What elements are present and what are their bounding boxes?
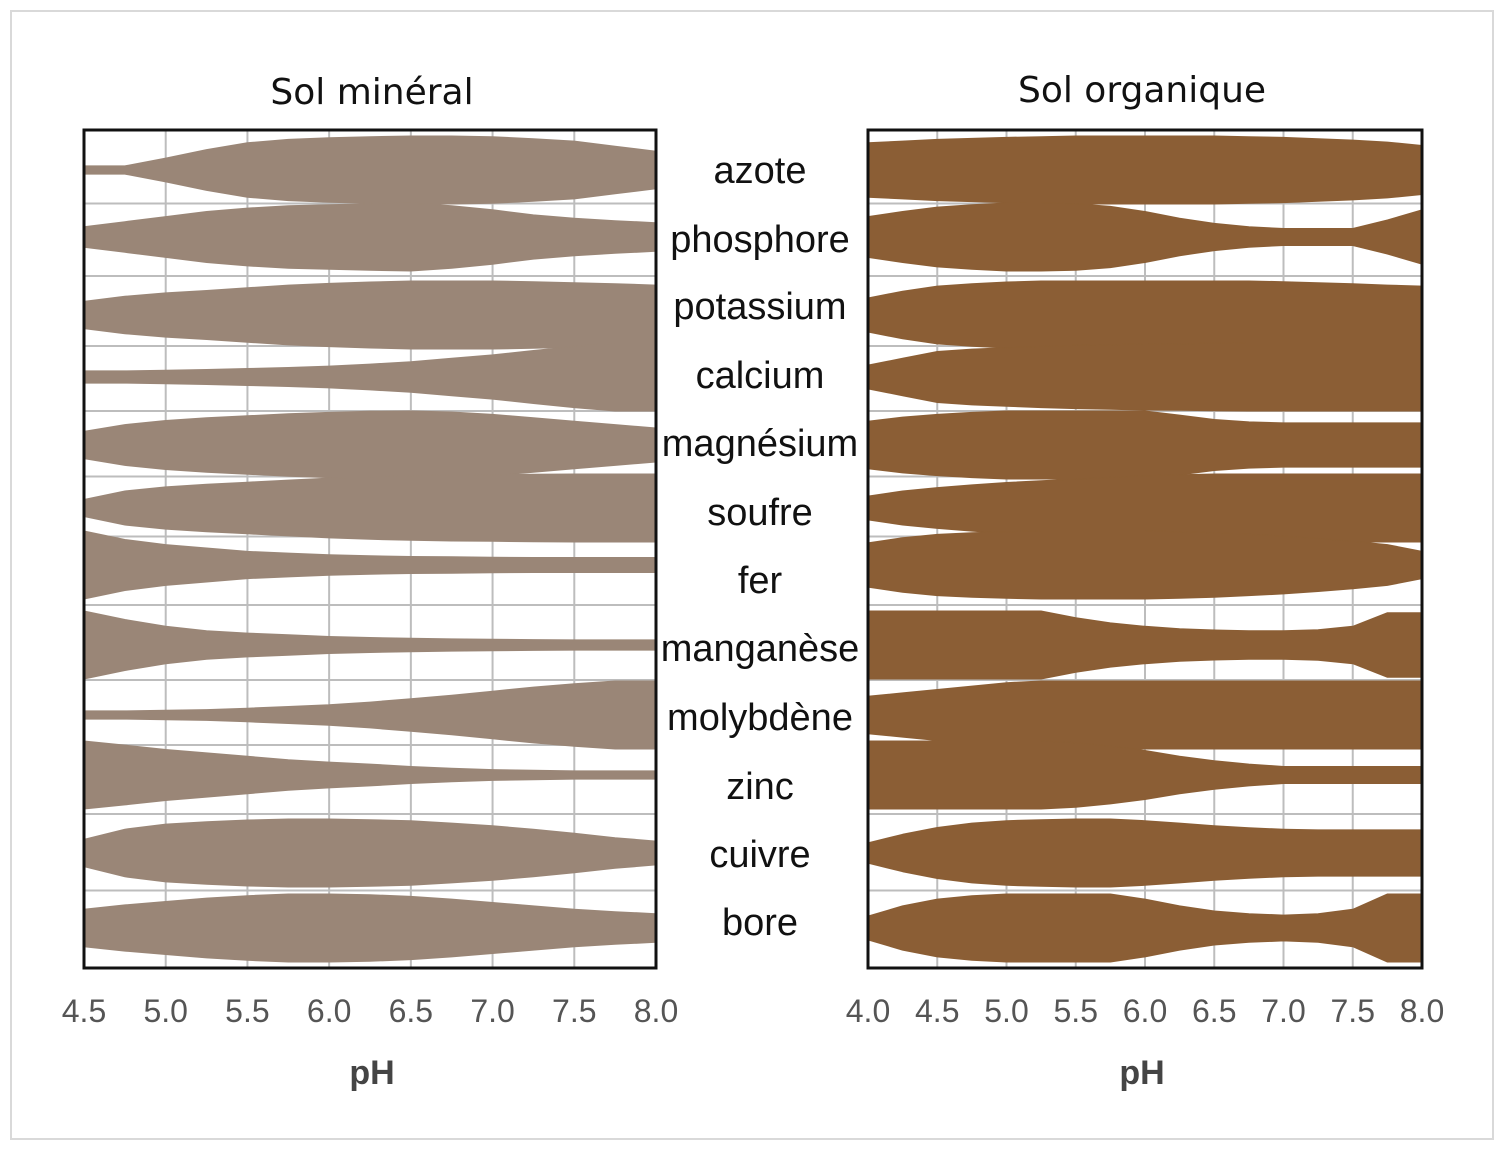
nutrient-label: fer xyxy=(738,560,783,602)
nutrient-label: potassium xyxy=(673,286,846,328)
x-tick-label: 7.5 xyxy=(1331,993,1375,1029)
nutrient-label: magnésium xyxy=(662,423,858,465)
panel-sol-mineral: Sol minéral 4.5 5.0 5.5 6.0 6.5 7.0 7.5 8.0 pH xyxy=(62,72,678,1092)
band-molybdène xyxy=(867,680,1423,750)
band-potassium xyxy=(867,280,1423,350)
band-bore xyxy=(867,893,1423,963)
band-fer xyxy=(867,530,1423,600)
plot-frame xyxy=(82,128,658,970)
band-soufre xyxy=(83,473,657,543)
chart-title: Sol organique xyxy=(1018,70,1266,111)
band-azote xyxy=(867,135,1423,205)
x-tick-label: 4.5 xyxy=(62,993,106,1029)
nutrient-label: phosphore xyxy=(670,219,850,261)
band-phosphore xyxy=(83,202,657,272)
band-calcium xyxy=(83,342,657,412)
nutrient-label: bore xyxy=(722,902,798,944)
x-tick-label: 6.0 xyxy=(307,993,351,1029)
nutrient-label: zinc xyxy=(726,766,794,808)
chart-title: Sol minéral xyxy=(270,72,473,113)
panel-sol-organique: Sol organique 4.0 4.5 5.0 5.5 6.0 6.5 7.0 7.5 8.0… xyxy=(846,70,1444,1092)
x-axis-label: pH xyxy=(1119,1054,1164,1092)
x-tick-label: 5.5 xyxy=(225,993,269,1029)
plot-frame xyxy=(866,128,1424,970)
band-cuivre xyxy=(867,818,1423,888)
band-zinc xyxy=(83,740,657,810)
band-molybdène xyxy=(83,680,657,750)
x-tick-label: 7.5 xyxy=(552,993,596,1029)
x-tick-label: 5.5 xyxy=(1054,993,1098,1029)
band-magnésium xyxy=(83,410,657,480)
band-potassium xyxy=(83,280,657,350)
nutrient-label: calcium xyxy=(696,355,825,397)
nutrient-label: molybdène xyxy=(667,697,853,739)
x-axis-label: pH xyxy=(349,1054,394,1092)
band-manganèse xyxy=(83,610,657,680)
nutrient-label: cuivre xyxy=(709,834,810,876)
x-tick-label: 6.5 xyxy=(1192,993,1236,1029)
nutrient-label: soufre xyxy=(707,492,813,534)
x-tick-label: 5.0 xyxy=(984,993,1028,1029)
band-zinc xyxy=(867,740,1423,810)
x-tick-label: 4.5 xyxy=(915,993,959,1029)
band-magnésium xyxy=(867,410,1423,480)
x-tick-label: 4.0 xyxy=(846,993,890,1029)
band-calcium xyxy=(867,342,1423,412)
x-tick-label: 7.0 xyxy=(1261,993,1305,1029)
x-tick-label: 6.5 xyxy=(389,993,433,1029)
band-azote xyxy=(83,135,657,205)
nutrient-labels: azote phosphore potassium calcium magnésium s… xyxy=(661,150,860,944)
x-tick-label: 7.0 xyxy=(470,993,514,1029)
nutrient-label: azote xyxy=(714,150,807,192)
band-bore xyxy=(83,893,657,963)
band-cuivre xyxy=(83,818,657,888)
nutrient-label: manganèse xyxy=(661,628,860,670)
x-tick-label: 5.0 xyxy=(143,993,187,1029)
x-tick-label: 8.0 xyxy=(1400,993,1444,1029)
x-tick-label: 8.0 xyxy=(634,993,678,1029)
x-tick-label: 6.0 xyxy=(1123,993,1167,1029)
band-phosphore xyxy=(867,202,1423,272)
